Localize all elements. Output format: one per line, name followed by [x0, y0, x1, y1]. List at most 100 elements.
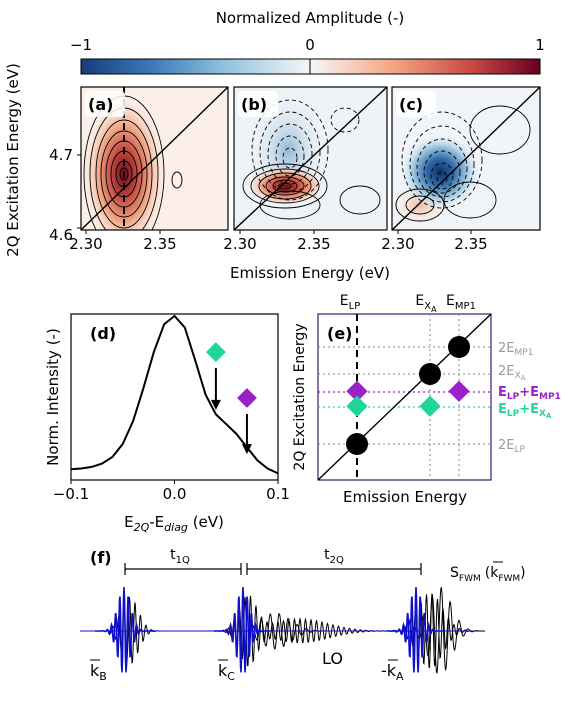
panel-f-t2: t2Q [324, 547, 344, 566]
panel-d-xticks: −0.1 0.0 0.1 [53, 480, 290, 503]
panel-e-dot-mp1 [448, 336, 470, 358]
panel-b-xtick-235: 2.35 [297, 235, 330, 253]
panel-e-r4-sub2: X [539, 409, 546, 419]
panel-d-ylabel: Norm. Intensity (-) [44, 328, 62, 466]
panel-b-neg-contours [251, 99, 360, 201]
colorbar-tick-zero: 0 [305, 36, 315, 54]
panel-d-arrowhead-0 [210, 399, 221, 410]
panel-f-sfwm: SFWM (kFWM) [450, 565, 526, 584]
panel-a-contours [83, 95, 183, 230]
panel-f-kb-sub: B [99, 670, 107, 683]
panel-e-right-2exa: 2EXA [498, 364, 526, 382]
panel-e-diamond-green-lp [346, 395, 368, 417]
panel-e-dot-xa [419, 363, 441, 385]
panel-e-top-emp-sub: MP1 [455, 301, 476, 312]
panel-a-ytick-46: 4.6 [49, 226, 73, 244]
panel-f: (f) t1Q t2Q SFWM (kFWM) kB kC LO -kA [80, 547, 526, 683]
panel-a: (a) 4.7 4.6 2.30 2.35 [49, 86, 229, 253]
panel-b-label: (b) [241, 95, 267, 114]
panel-e-r4-main: E [498, 402, 507, 417]
panel-e-r3-plus: +E [519, 385, 539, 400]
panel-f-lo: LO [322, 649, 343, 668]
panel-f-ka-sub: A [396, 670, 404, 683]
panel-d-marker-1 [237, 388, 257, 408]
panel-e-top-exa-subsub: A [431, 305, 437, 314]
panel-e-top-exa-sub: X [424, 301, 431, 312]
panel-e-r4-sub1: LP [507, 409, 520, 419]
panel-b-xtick-230: 2.30 [223, 235, 256, 253]
panel-e-top-elp-e: E [340, 293, 349, 309]
panel-e-dot-lp [346, 433, 368, 455]
colorbar-tick-min: −1 [70, 36, 92, 54]
panel-f-t1-sub: 1Q [176, 555, 190, 566]
panel-f-sfwm-sub: FWM [459, 574, 481, 584]
abc-ylabel: 2Q Excitation Energy (eV) [4, 63, 22, 257]
panel-e-top-elp-sub: LP [349, 301, 361, 312]
panel-a-diagonal [81, 87, 228, 230]
panel-f-kc-sub: C [227, 670, 235, 683]
panel-e-r2-subsub: A [521, 374, 526, 382]
panel-f-t2-main: t [324, 547, 330, 563]
panel-e-right-elp-emp1: ELP+EMP1 [498, 385, 561, 402]
panel-e-top-emp: EMP1 [446, 293, 476, 312]
panel-e-top-elp: ELP [340, 293, 360, 312]
panel-d-xlabel-unit: (eV) [188, 513, 224, 531]
panel-f-ka-k: -k [381, 661, 397, 680]
panel-e-xlabel: Emission Energy [343, 488, 467, 506]
colorbar-tick-max: 1 [535, 36, 545, 54]
panel-a-label-box [85, 91, 125, 117]
panel-f-kc-k: k [218, 661, 228, 680]
panel-c: (c) 2.30 2.35 [381, 86, 541, 253]
panel-d-label: (d) [90, 324, 116, 343]
panel-e-r2-main: 2E [498, 364, 515, 379]
panel-d-xtick-label-0: −0.1 [53, 485, 89, 503]
panel-d-xtick-label-2: 0.1 [266, 485, 290, 503]
panel-e-diamond-green-xa [419, 395, 441, 417]
panel-c-neg-contours [401, 111, 483, 209]
panel-e-r3-sub1: LP [507, 392, 520, 402]
panel-a-label: (a) [88, 95, 113, 114]
panel-c-xtick-230: 2.30 [381, 235, 414, 253]
panel-c-pos-contours [395, 105, 531, 222]
panel-f-sfwm-k: (k [485, 565, 499, 581]
panel-d-xlabel-sub2: diag [164, 521, 188, 534]
panel-f-t1-main: t [170, 547, 176, 563]
panel-e-gridlines [318, 314, 491, 480]
panel-a-xtick-235: 2.35 [143, 235, 176, 253]
panel-d: (d) Norm. Intensity (-) −0.1 0.0 0.1 E2Q-E… [44, 313, 290, 534]
panel-e-r1-sub: MP1 [515, 348, 534, 358]
panel-d-arrowhead-1 [241, 444, 252, 455]
panel-e: (e) 2Q Excitation Energy Emission Energy… [292, 293, 561, 506]
abc-xlabel: Emission Energy (eV) [230, 264, 390, 282]
panel-e-r3-main: E [498, 385, 507, 400]
panel-b-label-box [238, 91, 278, 117]
panel-e-r5-sub: LP [515, 445, 526, 455]
panel-c-label: (c) [399, 95, 423, 114]
panel-d-curve [70, 314, 279, 475]
panel-e-diamond-purple-lp [346, 380, 368, 402]
panel-f-sfwm-s: S [450, 565, 459, 581]
panel-e-right-2emp1: 2EMP1 [498, 341, 533, 358]
panel-a-frame [80, 86, 229, 231]
panel-e-r2-sub: X [515, 371, 521, 381]
panel-c-xtick-235: 2.35 [454, 235, 487, 253]
panel-e-top-emp-e: E [446, 293, 455, 309]
panel-e-r4-subsub: A [546, 412, 552, 420]
panel-e-frame [317, 313, 492, 481]
panel-f-t2-sub: 2Q [330, 555, 344, 566]
panel-c-label-box [396, 91, 436, 117]
panel-f-kc: kC [218, 661, 235, 683]
panel-a-ytick-47: 4.7 [49, 146, 73, 164]
panel-b-diagonal [234, 87, 387, 230]
panel-e-r4-plus: +E [519, 402, 539, 417]
panel-b: (b) 2.30 2.35 [223, 86, 388, 253]
panel-e-right-2elp: 2ELP [498, 438, 526, 455]
panel-d-marker-0 [206, 342, 226, 362]
panel-d-markers [206, 342, 257, 455]
panel-f-kb: kB [90, 661, 107, 683]
colorbar-title: Normalized Amplitude (-) [216, 9, 405, 27]
panel-e-ylabel: 2Q Excitation Energy [292, 323, 308, 470]
colorbar: Normalized Amplitude (-) −1 0 1 [70, 9, 545, 75]
panel-f-sfwm-ksub: FWM [498, 574, 520, 584]
